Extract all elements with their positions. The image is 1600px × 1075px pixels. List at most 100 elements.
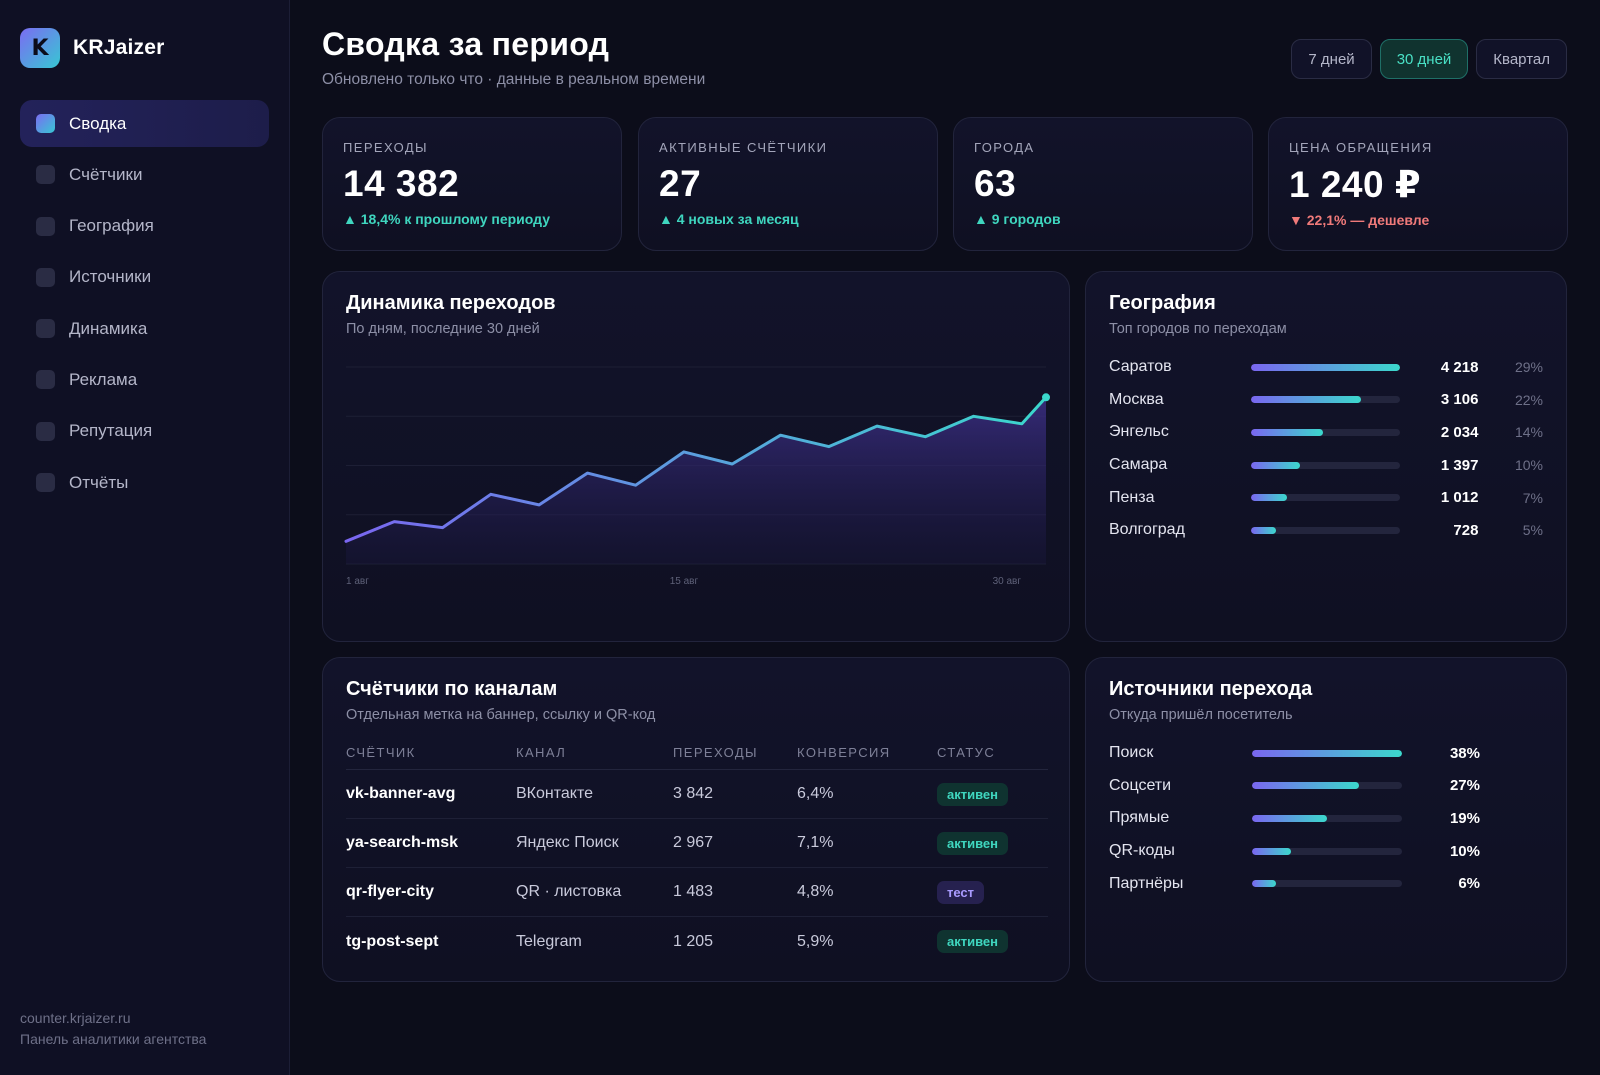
geography-row: Энгельс 2 034 14%: [1109, 416, 1543, 449]
status-badge: активен: [937, 831, 1008, 855]
nav-dot-icon: [36, 319, 55, 339]
table-row[interactable]: tg-post-sept Telegram 1 205 5,9% активен: [346, 917, 1048, 966]
source-bar-fill: [1252, 814, 1327, 822]
city-name: Самара: [1109, 456, 1168, 474]
counter-name: tg-post-sept: [346, 932, 439, 950]
geography-row: Самара 1 397 10%: [1109, 449, 1543, 482]
kpi-value: 14 382: [343, 163, 460, 204]
column-header-visits[interactable]: ПЕРЕХОДЫ: [673, 744, 758, 760]
table-row[interactable]: qr-flyer-city QR · листовка 1 483 4,8% т…: [346, 868, 1048, 917]
sidebar-footer: counter.krjaizer.ru Панель аналитики аге…: [20, 1008, 206, 1050]
city-bar-track: [1251, 396, 1400, 404]
city-visits: 1 012: [1440, 489, 1479, 507]
sources-title: Источники перехода: [1109, 678, 1313, 700]
column-header-channel[interactable]: КАНАЛ: [516, 744, 567, 760]
source-row: QR-коды 10%: [1109, 835, 1543, 868]
counters-card: Счётчики по каналам Отдельная метка на б…: [322, 657, 1070, 982]
status-badge: тест: [937, 880, 985, 904]
chart-x-tick-label: 30 авг: [993, 576, 1022, 587]
kpi-delta: ▲ 9 городов: [974, 211, 1061, 227]
sidebar-footer-domain[interactable]: counter.krjaizer.ru: [20, 1010, 131, 1026]
counter-visits: 1 205: [673, 932, 714, 950]
brand[interactable]: K KRJaizer: [20, 28, 164, 68]
table-row[interactable]: ya-search-msk Яндекс Поиск 2 967 7,1% ак…: [346, 819, 1048, 868]
chart-x-tick-label: 15 авг: [670, 576, 699, 587]
column-header-counter[interactable]: СЧЁТЧИК: [346, 744, 416, 760]
chart-data-point: [1020, 422, 1024, 426]
source-name: Поиск: [1109, 744, 1154, 762]
counters-title: Счётчики по каналам: [346, 678, 558, 700]
counters-subtitle: Отдельная метка на баннер, ссылку и QR-к…: [346, 707, 656, 723]
counter-conversion: 4,8%: [797, 883, 834, 900]
visits-chart-card: 1 авг 15 авг 30 авг Динамика переходов По …: [322, 271, 1070, 642]
nav-dot-icon: [36, 165, 55, 185]
source-bar-fill: [1252, 880, 1276, 888]
city-percent: 14%: [1514, 424, 1543, 441]
counter-channel: Яндекс Поиск: [516, 834, 619, 851]
counter-conversion: 7,1%: [797, 834, 834, 851]
table-row[interactable]: vk-banner-avg ВКонтакте 3 842 6,4% актив…: [346, 770, 1048, 819]
sidebar-item-label: Отчёты: [69, 472, 129, 492]
chart-data-point: [972, 414, 976, 418]
column-header-status[interactable]: СТАТУС: [937, 744, 996, 760]
chart-data-point: [923, 435, 927, 439]
counter-channel: QR · листовка: [516, 883, 622, 900]
city-bar-track: [1251, 526, 1400, 534]
city-visits: 3 106: [1440, 391, 1479, 409]
period-7-days-button[interactable]: 7 дней: [1291, 39, 1372, 79]
city-bar-track: [1251, 461, 1400, 469]
chart-data-point: [827, 445, 831, 449]
source-name: Прямые: [1109, 809, 1170, 827]
source-bar-track: [1252, 782, 1402, 790]
period-quarter-button[interactable]: Квартал: [1476, 39, 1567, 79]
chart-data-point: [730, 462, 734, 466]
page-subtitle: Обновлено только что · данные в реальном…: [322, 71, 706, 88]
city-percent: 5%: [1522, 522, 1543, 539]
sidebar: K KRJaizer Сводка Счётчики География Ист…: [0, 0, 290, 1075]
chart-x-tick-label: 1 авг: [346, 576, 369, 587]
counter-conversion: 5,9%: [797, 932, 834, 950]
city-visits: 2 034: [1440, 423, 1479, 441]
kpi-card-active-counters: АКТИВНЫЕ СЧЁТЧИКИ 27 ▲ 4 новых за месяц: [638, 117, 938, 251]
source-bar-track: [1252, 749, 1402, 757]
city-visits: 728: [1453, 521, 1479, 539]
period-30-days-button[interactable]: 30 дней: [1379, 39, 1469, 79]
sources-list: Поиск 38% Соцсети 27% Прямые 19% QR-коды…: [1109, 737, 1543, 900]
chart-area-fill: [346, 397, 1046, 564]
sidebar-item-ads[interactable]: Реклама: [20, 356, 269, 403]
city-bar-track: [1251, 363, 1400, 371]
source-row: Соцсети 27%: [1109, 770, 1543, 803]
kpi-value: 27: [659, 163, 702, 204]
sidebar-item-summary[interactable]: Сводка: [20, 100, 269, 147]
geography-subtitle: Топ городов по переходам: [1109, 321, 1287, 337]
city-bar-fill: [1251, 428, 1323, 436]
sidebar-item-dynamics[interactable]: Динамика: [20, 305, 269, 352]
nav-dot-icon: [36, 421, 55, 441]
chart-data-point: [585, 471, 589, 475]
city-percent: 29%: [1514, 359, 1543, 376]
city-bar-fill: [1251, 461, 1301, 469]
kpi-value: 1 240 ₽: [1289, 164, 1422, 205]
sidebar-item-geography[interactable]: География: [20, 203, 269, 250]
chart-data-point: [875, 424, 879, 428]
chart-data-point: [537, 503, 541, 507]
sidebar-item-reputation[interactable]: Репутация: [20, 408, 269, 455]
sidebar-item-counters[interactable]: Счётчики: [20, 151, 269, 198]
sidebar-item-label: Сводка: [69, 113, 127, 133]
city-percent: 7%: [1522, 489, 1543, 506]
city-bar-track: [1251, 494, 1400, 502]
city-percent: 10%: [1514, 457, 1543, 474]
city-bar-track: [1251, 428, 1400, 436]
kpi-label: ЦЕНА ОБРАЩЕНИЯ: [1289, 140, 1433, 155]
geography-row: Саратов 4 218 29%: [1109, 351, 1543, 384]
sidebar-item-sources[interactable]: Источники: [20, 254, 269, 301]
sidebar-item-reports[interactable]: Отчёты: [20, 459, 269, 506]
city-name: Волгоград: [1109, 521, 1185, 539]
city-bar-fill: [1251, 494, 1287, 502]
geography-title: География: [1109, 292, 1216, 314]
city-bar-fill: [1251, 396, 1362, 404]
counter-visits: 3 842: [673, 785, 714, 802]
source-bar-fill: [1252, 749, 1402, 757]
source-percent: 10%: [1449, 842, 1480, 860]
column-header-conversion[interactable]: КОНВЕРСИЯ: [797, 744, 891, 760]
